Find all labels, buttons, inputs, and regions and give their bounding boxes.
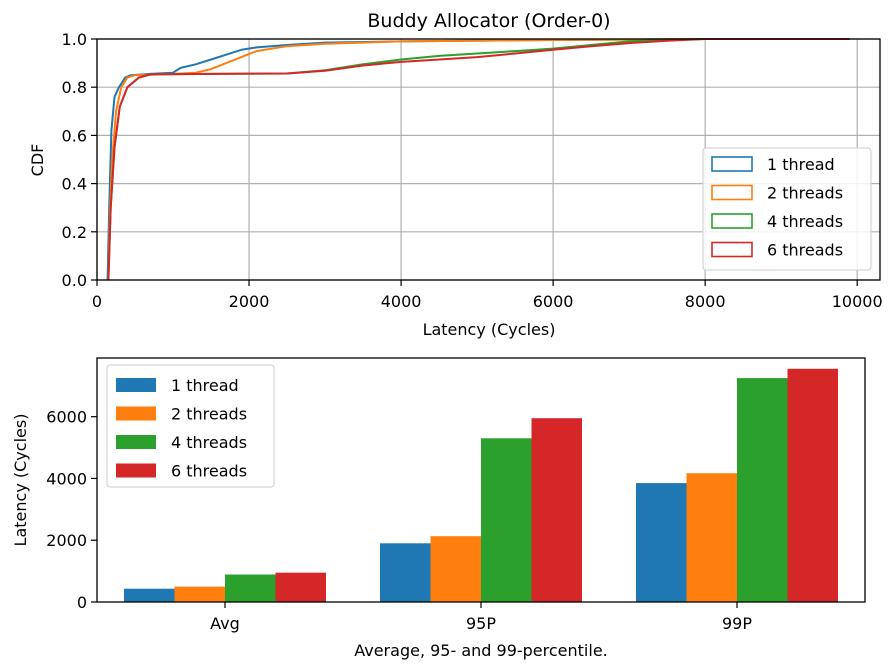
cdf-legend-swatch: [711, 156, 753, 172]
cdf-legend-label: 4 threads: [767, 212, 843, 231]
cdf-x-tick-label: 6000: [533, 292, 574, 311]
bar-y-tick-label: 0: [77, 593, 87, 612]
cdf-legend-swatch: [711, 241, 753, 258]
cdf-x-tick-label: 0: [92, 292, 102, 311]
cdf-y-label: CDF: [28, 144, 47, 177]
cdf-legend-swatch: [711, 213, 753, 229]
cdf-series-line-2: [107, 38, 850, 281]
bar-legend-box: [106, 364, 275, 488]
bar-2-avg: [174, 586, 225, 602]
cdf-y-tick-label: 0.8: [62, 78, 87, 97]
cdf-y-tick-label: 0.0: [62, 271, 87, 290]
cdf-legend: 1 thread 2 threads 4 threads 6 threads: [702, 147, 872, 271]
cdf-y-tick-label: 0.2: [62, 223, 87, 242]
bar-y-tick-label: 4000: [46, 469, 87, 488]
cdf-chart: Buddy Allocator (Order-0) 0 2000 4000 6000 8…: [28, 10, 883, 339]
bar-y-tick-label: 2000: [46, 531, 87, 550]
bar-x-tick-label: 99P: [722, 614, 752, 633]
bar-x-tick-label: Avg: [210, 614, 240, 633]
bar-1-99p: [636, 483, 687, 602]
bar-x-ticks: Avg 95P 99P: [210, 602, 752, 633]
bar-4-95p: [531, 418, 582, 602]
cdf-lines: [106, 38, 850, 281]
cdf-legend-label: 2 threads: [767, 184, 843, 203]
bar-legend-label: 6 threads: [171, 462, 247, 481]
bar-legend: 1 thread 2 threads 4 threads 6 threads: [106, 364, 275, 488]
bar-legend-swatch: [116, 378, 156, 392]
cdf-x-tick-label: 4000: [381, 292, 422, 311]
bar-y-tick-label: 6000: [46, 408, 87, 427]
cdf-x-tick-label: 10000: [832, 292, 883, 311]
cdf-y-ticks: 0.0 0.2 0.4 0.6 0.8 1.0: [62, 30, 97, 290]
bar-legend-swatch: [116, 463, 156, 478]
bar-series: [124, 368, 838, 602]
cdf-y-tick-label: 1.0: [62, 30, 87, 49]
bar-y-ticks: 0 2000 4000 6000: [46, 408, 97, 612]
cdf-legend-label: 6 threads: [767, 241, 843, 260]
cdf-title: Buddy Allocator (Order-0): [367, 10, 610, 32]
bar-legend-swatch: [116, 435, 156, 449]
bar-3-99p: [737, 378, 788, 602]
bar-chart: Avg 95P 99P 0 2000 4000 6000 Average, 95- and…: [11, 357, 866, 660]
bar-4-99p: [787, 368, 838, 602]
cdf-legend-label: 1 thread: [767, 155, 835, 174]
cdf-x-label: Latency (Cycles): [423, 320, 556, 339]
cdf-x-ticks: 0 2000 4000 6000 8000 10000: [92, 280, 883, 311]
bar-2-95p: [430, 536, 481, 602]
bar-y-label: Latency (Cycles): [11, 414, 30, 547]
bar-legend-label: 4 threads: [171, 433, 247, 452]
bar-x-tick-label: 95P: [466, 614, 496, 633]
bar-legend-label: 1 thread: [171, 376, 239, 395]
bar-2-99p: [686, 473, 737, 602]
cdf-axes-frame: [96, 38, 881, 281]
cdf-y-tick-label: 0.6: [62, 126, 87, 145]
cdf-x-tick-label: 8000: [685, 292, 726, 311]
cdf-x-tick-label: 2000: [229, 292, 270, 311]
bar-1-95p: [380, 543, 431, 602]
bar-x-label: Average, 95- and 99-percentile.: [354, 641, 608, 660]
cdf-series-line-4: [107, 38, 850, 281]
bar-4-avg: [275, 572, 326, 602]
cdf-legend-swatch: [711, 184, 753, 201]
cdf-y-tick-label: 0.4: [62, 175, 87, 194]
cdf-legend-box: [702, 147, 872, 271]
bar-3-avg: [225, 574, 276, 602]
bar-3-95p: [481, 438, 532, 602]
bar-legend-label: 2 threads: [171, 405, 247, 424]
bar-legend-swatch: [116, 406, 156, 421]
bar-1-avg: [124, 588, 175, 602]
